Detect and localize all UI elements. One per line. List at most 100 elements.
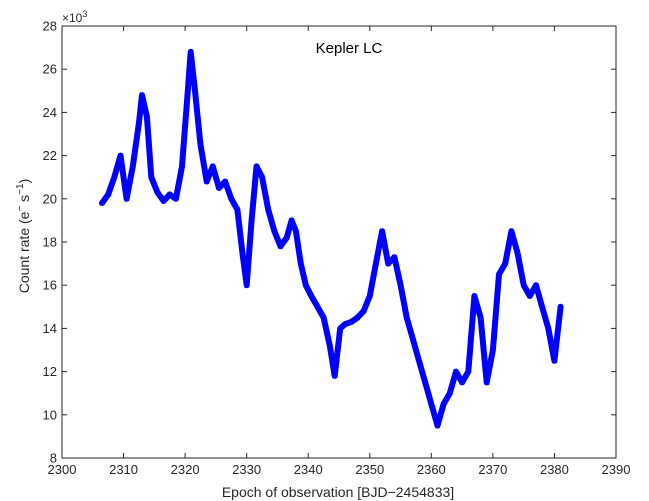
y-axis-label: Count rate (e− s−1) (15, 179, 32, 294)
data-point (533, 282, 539, 288)
data-point (144, 114, 150, 120)
data-point (167, 191, 173, 198)
y-tick-label: 22 (43, 148, 57, 163)
y-axis-label-main: Count rate (e (16, 211, 32, 293)
data-point (471, 293, 477, 299)
data-point (265, 207, 271, 213)
data-point (249, 217, 255, 223)
data-point (105, 191, 111, 198)
data-point (222, 178, 228, 185)
data-point (253, 163, 260, 169)
y-axis-label-end: ) (16, 179, 32, 184)
x-tick-label: 2330 (232, 462, 261, 477)
data-point (398, 282, 404, 288)
data-point (379, 228, 385, 234)
data-point (111, 174, 117, 180)
y-axis-label-sup1: − (15, 206, 26, 212)
x-tick-label: 2350 (355, 462, 384, 477)
data-point (441, 401, 447, 407)
data-point (124, 196, 130, 202)
data-point (373, 261, 379, 267)
data-point (308, 293, 314, 299)
data-point (385, 261, 391, 267)
y-tick-label: 18 (43, 235, 57, 250)
data-point (348, 319, 354, 325)
y-tick-label: 16 (43, 278, 57, 293)
data-point (539, 304, 545, 310)
data-point (228, 196, 234, 202)
data-point (508, 228, 514, 234)
data-point (197, 142, 204, 148)
data-point (188, 49, 194, 55)
data-point (453, 369, 459, 375)
data-point (321, 315, 327, 321)
data-point (502, 261, 508, 267)
data-point (210, 163, 216, 169)
x-tick-label: 2310 (109, 462, 138, 477)
x-tick-label: 2340 (294, 462, 323, 477)
data-point (271, 228, 277, 234)
data-point (234, 207, 240, 213)
data-layer (99, 48, 564, 429)
data-point (337, 325, 343, 331)
plot-area: 2300 2310 2320 2330 2340 2350 2360 2370 2380 2390… (43, 19, 631, 478)
data-point (239, 250, 245, 256)
data-point (216, 185, 222, 191)
data-point (192, 88, 198, 94)
data-point (354, 315, 361, 321)
data-point (173, 196, 179, 202)
data-point (161, 198, 167, 204)
x-tick-label: 2380 (540, 462, 569, 477)
data-point (342, 321, 348, 327)
data-point (117, 153, 124, 159)
y-tick-label: 28 (43, 19, 57, 34)
x-tick-label: 2360 (417, 462, 446, 477)
data-point (289, 217, 295, 223)
data-point (447, 390, 453, 396)
plot-annotation: Kepler LC (316, 40, 383, 57)
data-point (465, 369, 471, 375)
data-point (422, 379, 428, 385)
data-point (551, 358, 557, 364)
x-axis-label: Epoch of observation [BJD−2454833] (222, 484, 454, 500)
x-tick-label: 2390 (602, 462, 631, 477)
data-point (496, 271, 502, 277)
data-point (136, 120, 142, 126)
data-point (478, 315, 484, 321)
data-point (179, 163, 185, 169)
data-point (558, 304, 564, 310)
data-point (284, 235, 290, 241)
data-point (416, 358, 422, 364)
data-point (327, 343, 333, 349)
data-point (314, 304, 321, 310)
data-point (545, 325, 551, 331)
y-axis-label-sup2: −1 (15, 183, 26, 195)
data-point (298, 261, 304, 267)
y-tick-label: 24 (43, 105, 57, 120)
axes-frame (61, 25, 617, 459)
data-point (139, 92, 145, 98)
y-tick-label: 8 (50, 451, 57, 466)
data-point (367, 293, 373, 299)
series-band (99, 48, 564, 429)
y-axis-multiplier: ×103 (62, 9, 87, 25)
data-point (332, 373, 338, 379)
y-tick-label: 20 (43, 191, 57, 206)
ticks-layer: 2300 2310 2320 2330 2340 2350 2360 2370 2380 2390… (43, 19, 631, 478)
data-point (404, 315, 410, 321)
axes-box (62, 26, 616, 458)
data-point (184, 99, 190, 105)
data-point (484, 379, 490, 385)
data-point (527, 293, 533, 299)
y-tick-label: 14 (43, 321, 57, 336)
data-point (459, 379, 465, 385)
data-point (521, 282, 527, 288)
data-point (514, 250, 521, 256)
data-point (148, 174, 154, 180)
data-point (410, 336, 416, 342)
data-point (293, 228, 299, 234)
data-point (490, 347, 496, 353)
data-point (130, 163, 136, 169)
data-point (154, 189, 160, 195)
